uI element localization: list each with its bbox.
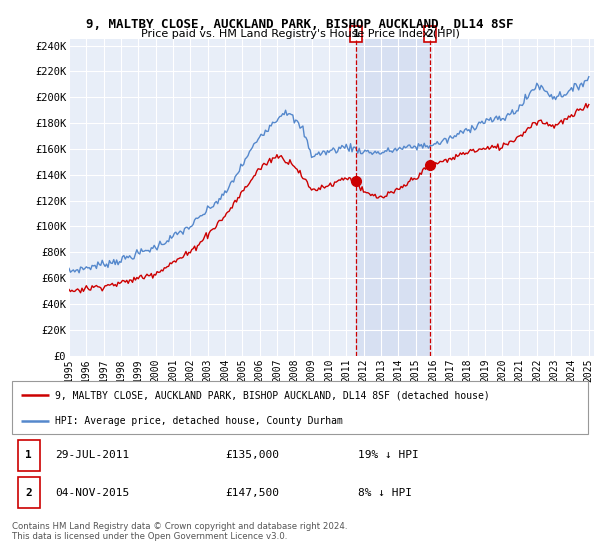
Text: Price paid vs. HM Land Registry's House Price Index (HPI): Price paid vs. HM Land Registry's House … bbox=[140, 29, 460, 39]
Text: 19% ↓ HPI: 19% ↓ HPI bbox=[358, 450, 418, 460]
Text: £147,500: £147,500 bbox=[225, 488, 279, 498]
Text: 1: 1 bbox=[25, 450, 32, 460]
Text: HPI: Average price, detached house, County Durham: HPI: Average price, detached house, Coun… bbox=[55, 416, 343, 426]
Text: £135,000: £135,000 bbox=[225, 450, 279, 460]
Text: 29-JUL-2011: 29-JUL-2011 bbox=[55, 450, 130, 460]
Text: 2: 2 bbox=[25, 488, 32, 498]
Bar bbox=[356, 39, 430, 356]
Text: Contains HM Land Registry data © Crown copyright and database right 2024.
This d: Contains HM Land Registry data © Crown c… bbox=[12, 522, 347, 542]
Text: 8% ↓ HPI: 8% ↓ HPI bbox=[358, 488, 412, 498]
Text: 04-NOV-2015: 04-NOV-2015 bbox=[55, 488, 130, 498]
Bar bbox=[18, 477, 40, 508]
Text: 9, MALTBY CLOSE, AUCKLAND PARK, BISHOP AUCKLAND, DL14 8SF (detached house): 9, MALTBY CLOSE, AUCKLAND PARK, BISHOP A… bbox=[55, 390, 490, 400]
Text: 1: 1 bbox=[353, 29, 359, 39]
Text: 2: 2 bbox=[427, 29, 433, 39]
Bar bbox=[18, 440, 40, 471]
Text: 9, MALTBY CLOSE, AUCKLAND PARK, BISHOP AUCKLAND, DL14 8SF: 9, MALTBY CLOSE, AUCKLAND PARK, BISHOP A… bbox=[86, 18, 514, 31]
